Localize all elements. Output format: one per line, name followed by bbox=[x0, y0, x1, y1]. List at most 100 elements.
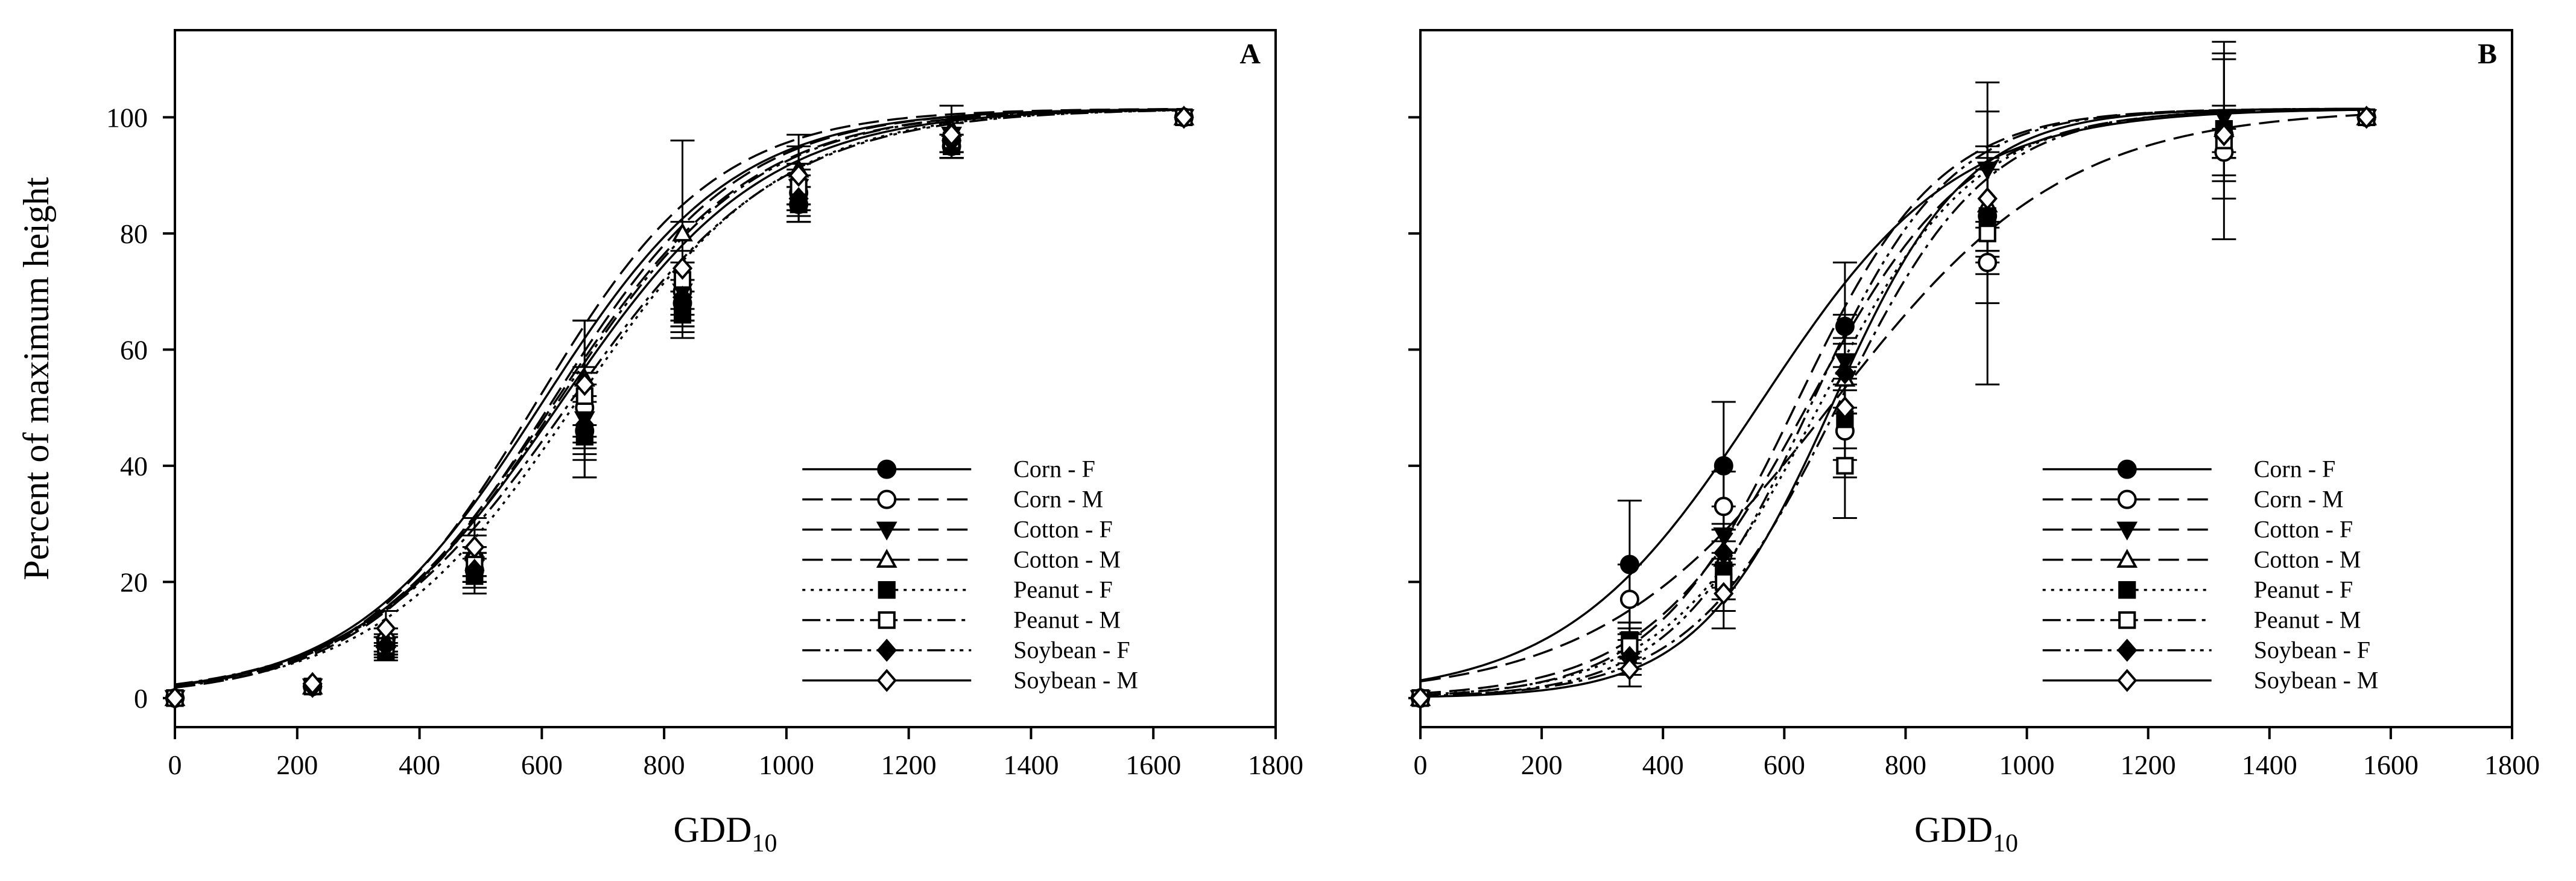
panel-b-x-tick-label: 1000 bbox=[1999, 749, 2055, 780]
panel-a-x-tick-label: 0 bbox=[168, 749, 182, 780]
panel-b-legend-marker-corn-m bbox=[2117, 489, 2137, 509]
panel-b-fit-curve-soybean-m bbox=[1420, 107, 2367, 698]
panel-a-point-soybean-f bbox=[376, 634, 396, 658]
panel-a-y-tick-label: 80 bbox=[120, 218, 148, 249]
panel-b-point-corn-f bbox=[1714, 456, 1733, 475]
panel-a-point-soybean-m bbox=[376, 617, 396, 640]
panel-b-legend-label-cotton-f: Cotton - F bbox=[2254, 516, 2353, 543]
panel-a-point-soybean-f bbox=[464, 558, 485, 582]
panel-b-legend-marker-cotton-m bbox=[2116, 549, 2138, 568]
panel-b-point-soybean-m bbox=[1619, 657, 1640, 681]
panel-b-legend: Corn - F Corn - M Cotton - F Cotton - M Pean… bbox=[2042, 456, 2379, 694]
panel-b-x-tick-label: 0 bbox=[1414, 749, 1428, 780]
panel-a-legend-label-soybean-m: Soybean - M bbox=[1013, 667, 1138, 694]
panel-b-point-corn-m bbox=[1978, 253, 1998, 272]
panel-a-legend-marker-corn-f bbox=[877, 459, 897, 479]
panel-a-y-tick-label: 0 bbox=[134, 683, 148, 714]
panel-a-frame bbox=[174, 29, 1277, 728]
panel-b-point-soybean-m bbox=[1835, 396, 1855, 419]
panel-a-point-soybean-m bbox=[165, 686, 185, 710]
panel-b-point-corn-m bbox=[1619, 590, 1639, 609]
panel-b-point-cotton-f bbox=[1713, 527, 1735, 547]
panel-a-y-tick-label: 100 bbox=[106, 102, 148, 133]
panel-a-x-axis-title: GDD10 bbox=[674, 810, 777, 857]
panel-b-point-corn-m bbox=[1714, 497, 1733, 517]
panel-a-legend-label-peanut-f: Peanut - F bbox=[1013, 576, 1112, 603]
panel-a-point-soybean-m bbox=[672, 256, 693, 280]
panel-a-point-soybean-m bbox=[464, 535, 485, 559]
panel-b-legend-label-peanut-f: Peanut - F bbox=[2254, 576, 2353, 603]
panel-b-point-soybean-f bbox=[1835, 361, 1855, 385]
panel-a-legend-marker-corn-m bbox=[877, 489, 897, 509]
panel-b-legend-marker-cotton-f bbox=[2116, 521, 2138, 541]
panel-b-label: B bbox=[2478, 38, 2497, 70]
panel-a-legend-marker-peanut-m bbox=[878, 611, 896, 629]
panel-a-x-tick-label: 1800 bbox=[1248, 749, 1303, 780]
panel-b-x-tick-label: 1800 bbox=[2484, 749, 2540, 780]
panel-b-legend-label-peanut-m: Peanut - M bbox=[2254, 606, 2361, 634]
panel-b-point-corn-f bbox=[1835, 316, 1855, 336]
panel-a-x-tick-label: 800 bbox=[644, 749, 685, 780]
panel-a-point-soybean-f bbox=[574, 413, 595, 437]
panel-b-fit-curve-cotton-f bbox=[1420, 107, 2367, 696]
panel-a-legend-marker-peanut-f bbox=[878, 581, 896, 599]
panel-a-legend-label-corn-f: Corn - F bbox=[1013, 456, 1095, 483]
panel-a-y-axis-title: Percent of maximum height bbox=[16, 177, 56, 580]
panel-a-x-tick-label: 1000 bbox=[759, 749, 814, 780]
panel-b-point-peanut-f bbox=[1978, 207, 1996, 225]
panel-b-legend-label-soybean-f: Soybean - F bbox=[2254, 637, 2370, 664]
panel-b-point-peanut-m bbox=[1836, 457, 1854, 475]
panel-a-x-tick-label: 1200 bbox=[881, 749, 937, 780]
panel-a-point-soybean-m bbox=[302, 672, 323, 695]
panel-b-point-soybean-m bbox=[2214, 123, 2235, 147]
panel-b-point-soybean-m bbox=[2356, 106, 2377, 129]
panel-a-point-soybean-f bbox=[672, 285, 693, 309]
panel-a-x-tick-label: 600 bbox=[521, 749, 563, 780]
panel-a-legend-label-peanut-m: Peanut - M bbox=[1013, 606, 1121, 634]
panel-a-legend: Corn - F Corn - M Cotton - F Cotton - M Pean… bbox=[802, 456, 1138, 694]
panel-a-y-tick-label: 60 bbox=[120, 334, 148, 365]
panel-a-legend-marker-soybean-f bbox=[876, 638, 897, 662]
panel-b-point-cotton-f bbox=[1976, 161, 1998, 181]
panel-a-point-soybean-m bbox=[788, 164, 809, 187]
panel-b-point-soybean-m bbox=[1410, 686, 1431, 710]
panel-b-legend-marker-corn-f bbox=[2117, 459, 2137, 479]
panel-a-x-tick-label: 400 bbox=[399, 749, 440, 780]
panel-b-x-tick-label: 1200 bbox=[2121, 749, 2176, 780]
panel-a-point-soybean-f bbox=[788, 186, 809, 211]
panel-a-legend-marker-cotton-m bbox=[876, 549, 897, 568]
panel-a-legend-label-cotton-m: Cotton - M bbox=[1013, 546, 1121, 573]
panel-a-label: A bbox=[1239, 38, 1261, 70]
panel-a-legend-label-cotton-f: Cotton - F bbox=[1013, 516, 1112, 543]
panel-b-legend-label-soybean-m: Soybean - M bbox=[2254, 667, 2379, 694]
panel-a-point-soybean-m bbox=[941, 123, 962, 147]
panel-a-point-cotton-m bbox=[672, 222, 693, 242]
panel-b-fit-curve-peanut-m bbox=[1420, 107, 2367, 698]
panel-b-fit-curve-corn-f bbox=[1420, 109, 2367, 682]
panel-b-x-tick-label: 400 bbox=[1642, 749, 1684, 780]
panel-b-x-tick-label: 800 bbox=[1885, 749, 1926, 780]
panel-b-x-tick-label: 200 bbox=[1521, 749, 1563, 780]
panel-a-legend-marker-cotton-f bbox=[876, 521, 897, 541]
panel-b-x-tick-label: 1600 bbox=[2363, 749, 2419, 780]
panel-b-point-soybean-m bbox=[1977, 186, 1998, 211]
panel-b-x-tick-label: 600 bbox=[1764, 749, 1805, 780]
panel-b-legend-marker-soybean-m bbox=[2117, 669, 2138, 692]
panel-b-x-tick-label: 1400 bbox=[2242, 749, 2297, 780]
panel-b-legend-label-cotton-m: Cotton - M bbox=[2254, 546, 2361, 573]
panel-b-legend-marker-peanut-f bbox=[2118, 581, 2136, 599]
panel-a-legend-marker-soybean-m bbox=[876, 669, 897, 692]
panel-a-y-tick-label: 40 bbox=[120, 451, 148, 482]
panel-b-fit-curve-corn-m bbox=[1420, 113, 2367, 682]
panel-b-x-axis-title: GDD10 bbox=[1914, 810, 2018, 857]
panel-b-point-peanut-m bbox=[1978, 224, 1996, 243]
panel-a-x-tick-label: 1400 bbox=[1003, 749, 1059, 780]
panel-a-point-soybean-m bbox=[574, 372, 595, 396]
panel-a-x-tick-label: 1600 bbox=[1125, 749, 1181, 780]
panel-b-legend-marker-soybean-f bbox=[2117, 638, 2138, 662]
panel-b-point-soybean-f bbox=[1714, 541, 1734, 565]
panel-b-point-soybean-m bbox=[1714, 582, 1734, 605]
panel-a-x-tick-label: 200 bbox=[276, 749, 318, 780]
panel-a-legend-label-soybean-f: Soybean - F bbox=[1013, 637, 1130, 664]
